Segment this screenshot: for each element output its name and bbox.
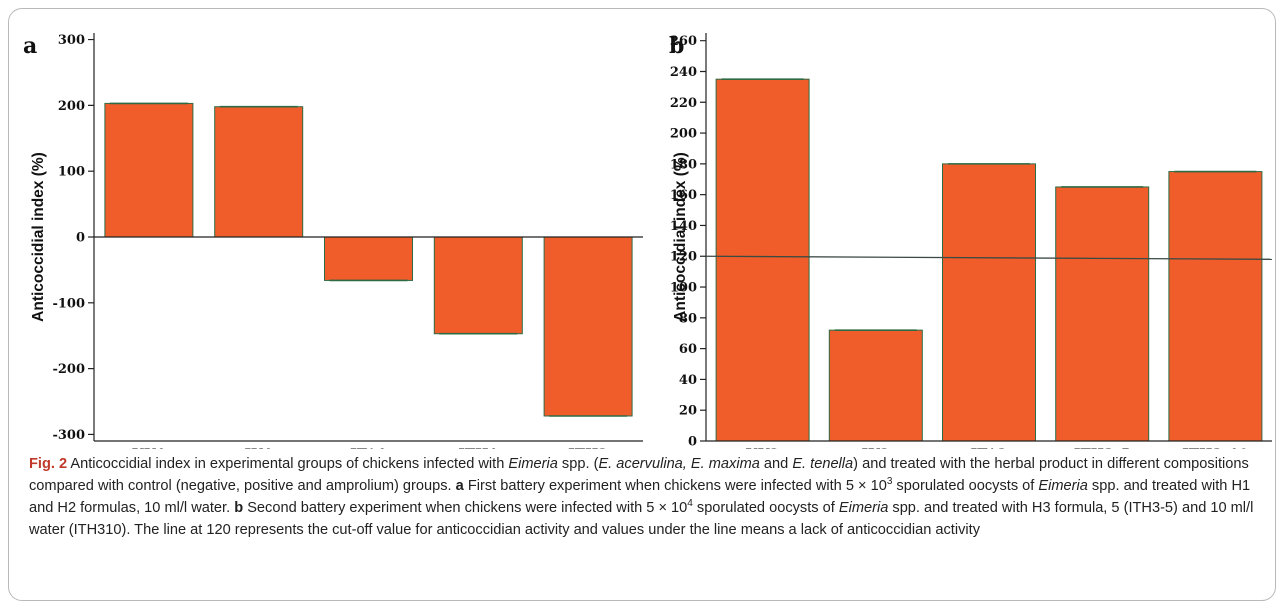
bar-uu2 — [715, 78, 810, 442]
bar-ith2 — [543, 236, 633, 417]
x-tick-label: ITA1 — [350, 447, 387, 449]
panel-label: a — [23, 33, 37, 59]
y-tick-label: 60 — [679, 342, 697, 357]
caption-text: and — [759, 456, 793, 472]
y-tick-label: 200 — [670, 127, 697, 142]
y-tick-label: -300 — [52, 428, 85, 443]
caption-exponent: 3 — [886, 476, 893, 488]
x-tick-label: ITH1 — [458, 447, 498, 449]
x-tick-label: IU1 — [244, 447, 273, 449]
bar-iu1 — [214, 106, 304, 238]
caption-text: First battery experiment when chickens w… — [463, 478, 887, 494]
x-tick-label: ITH3_10 — [1182, 447, 1249, 449]
y-tick-label: -100 — [52, 296, 85, 311]
y-tick-label: 300 — [58, 33, 85, 48]
caption-genus: Eimeria — [508, 456, 558, 472]
y-tick-label: 240 — [670, 65, 697, 80]
x-tick-label: UU1 — [132, 447, 166, 449]
y-tick-label: 200 — [58, 99, 85, 114]
x-tick-label: ITA2 — [971, 447, 1008, 449]
caption-text: Anticoccidial index in experimental grou… — [67, 456, 509, 472]
x-tick-label: ITH3_5 — [1074, 447, 1131, 449]
y-tick-label: -200 — [52, 362, 85, 377]
chart-panel-b: b UU2 IU2 ITA2 ITH3_5 ITH3_10 0 20 40 60 80 100 120 1… — [669, 33, 1273, 450]
caption-text: spp. ( — [557, 456, 599, 472]
bar-iu2 — [828, 329, 923, 442]
y-tick-label: 80 — [679, 311, 697, 326]
caption-species: E. acervulina, E. maxima — [598, 456, 760, 472]
bar-ita1 — [324, 236, 413, 281]
bar-ith3_5 — [1055, 186, 1150, 442]
y-tick-label: 100 — [58, 165, 85, 180]
y-tick-label: 160 — [670, 188, 697, 203]
y-tick-label: 40 — [679, 373, 697, 388]
bar-ita2 — [942, 163, 1036, 442]
bar-ith3_10 — [1168, 171, 1263, 442]
y-axis-title: Anticoccidial index (%) — [672, 152, 689, 322]
caption-panel-a-label: a — [455, 478, 464, 494]
bar-uu1 — [104, 102, 194, 238]
charts-area: aUU1IU1ITA1ITH1ITH23002001000-100-200-30… — [23, 33, 1273, 450]
y-axis-title: Anticoccidial index (%) — [30, 152, 47, 322]
caption-text: Second battery experiment when chickens … — [243, 500, 688, 516]
caption-text: ) and treated with the herbal product in… — [29, 456, 1249, 494]
caption-genus: Eimeria — [838, 500, 889, 516]
bar-ith1 — [433, 236, 523, 335]
caption-exponent: 4 — [687, 498, 693, 510]
figure-label: Fig. 2 — [29, 456, 68, 472]
caption-text: spp. and treated with H1 and H2 formulas… — [29, 478, 1251, 516]
figure-frame: aUU1IU1ITA1ITH1ITH23002001000-100-200-30… — [8, 8, 1276, 601]
caption-text: sporulated oocysts of — [692, 500, 839, 516]
caption-panel-b-label: b — [234, 500, 244, 516]
y-tick-label: 20 — [679, 404, 697, 419]
panel-label: b — [669, 33, 684, 59]
y-tick-label: 180 — [670, 157, 697, 172]
caption-genus: Eimeria — [1038, 478, 1088, 494]
figure-caption: Fig. 2 Anticoccidial index in experiment… — [29, 453, 1269, 541]
y-tick-label: 140 — [670, 219, 697, 234]
caption-text: sporulated oocysts of — [892, 478, 1039, 494]
y-tick-label: 0 — [76, 231, 85, 246]
y-tick-label: 100 — [670, 281, 697, 296]
x-tick-label: UU2 — [746, 447, 780, 449]
cutoff-line — [705, 255, 1273, 260]
y-tick-label: 220 — [670, 96, 697, 111]
chart-panel-a: a UU1 IU1 ITA1 ITH1 ITH2 300 200 100 0 -100 -200 -30… — [23, 33, 643, 449]
x-tick-label: ITH2 — [568, 447, 608, 449]
x-tick-label: IU2 — [862, 447, 891, 449]
y-tick-label: 120 — [670, 250, 697, 265]
y-tick-label: 0 — [688, 435, 697, 450]
y-tick-label: 260 — [670, 34, 697, 49]
caption-text: spp. and treated with H3 formula, 5 (ITH… — [29, 500, 1254, 538]
caption-species: E. tenella — [792, 456, 854, 472]
